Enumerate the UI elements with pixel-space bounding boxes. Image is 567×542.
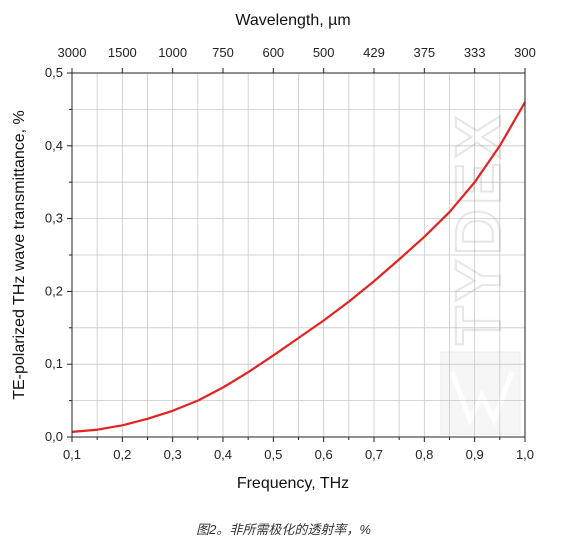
y-tick-label: 0,5 — [45, 65, 63, 80]
x-tick-label: 0,9 — [466, 447, 484, 462]
y-tick-label: 0,1 — [45, 356, 63, 371]
chart: TYDEX 0,1 0,2 0,3 0,4 0,5 0,6 0,7 0,8 0,9 1,0 0,0… — [11, 12, 536, 492]
x-tick-label: 0,3 — [164, 447, 182, 462]
x-tick-label: 1,0 — [516, 447, 534, 462]
x-tick-label: 0,4 — [214, 447, 232, 462]
x-tick-label: 0,2 — [113, 447, 131, 462]
top-tick-label: 333 — [464, 45, 486, 60]
top-axis-title: Wavelength, µm — [235, 12, 350, 29]
x-ticks: 0,1 0,2 0,3 0,4 0,5 0,6 0,7 0,8 0,9 1,0 — [63, 437, 534, 462]
series-line — [71, 101, 526, 433]
y-tick-label: 0,3 — [45, 211, 63, 226]
y-axis-title: TE-polarized THz wave transmittance, % — [11, 110, 28, 400]
y-tick-label: 0,0 — [45, 429, 63, 444]
x-tick-label: 0,7 — [365, 447, 383, 462]
y-tick-label: 0,4 — [45, 138, 63, 153]
top-tick-label: 375 — [413, 45, 435, 60]
x-tick-label: 0,6 — [315, 447, 333, 462]
top-tick-label: 1500 — [108, 45, 137, 60]
top-tick-label: 1000 — [158, 45, 187, 60]
y-ticks: 0,0 0,1 0,2 0,3 0,4 0,5 — [45, 65, 72, 444]
grid — [71, 72, 526, 438]
watermark-logo-mark — [449, 371, 515, 427]
x-tick-label: 0,5 — [264, 447, 282, 462]
top-tick-label: 300 — [514, 45, 536, 60]
tydex-watermark: TYDEX — [440, 111, 521, 435]
top-tick-label: 600 — [262, 45, 284, 60]
top-ticks: 3000 1500 1000 750 600 500 429 375 333 300 — [58, 45, 536, 73]
y-tick-label: 0,2 — [45, 283, 63, 298]
series-layer — [71, 101, 526, 433]
top-tick-label: 750 — [212, 45, 234, 60]
top-tick-label: 429 — [363, 45, 385, 60]
x-tick-label: 0,1 — [63, 447, 81, 462]
x-tick-label: 0,8 — [415, 447, 433, 462]
watermark-text: TYDEX — [442, 112, 514, 345]
top-tick-label: 3000 — [58, 45, 87, 60]
top-tick-label: 500 — [313, 45, 335, 60]
x-axis-title: Frequency, THz — [237, 475, 349, 492]
watermark-logo — [440, 351, 521, 435]
figure-caption: 图2。非所需极化的透射率，% — [196, 522, 371, 537]
